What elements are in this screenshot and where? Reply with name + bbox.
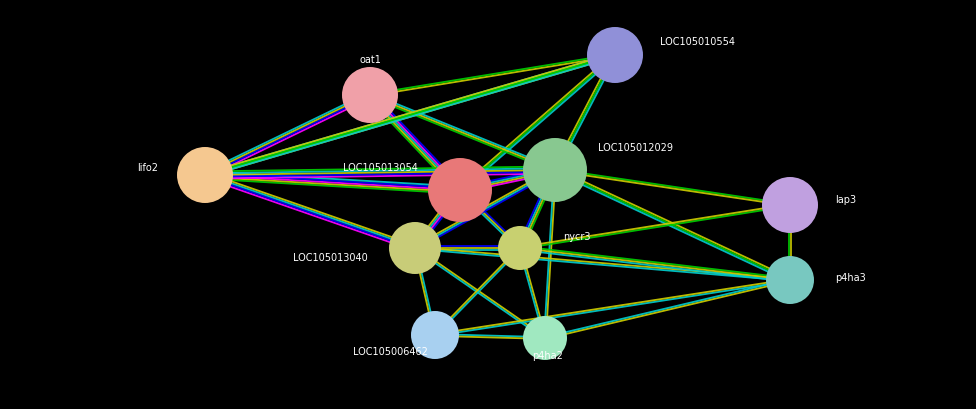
Text: LOC105012029: LOC105012029 [598, 143, 673, 153]
Text: LOC105010554: LOC105010554 [660, 37, 735, 47]
Text: lifo2: lifo2 [137, 163, 158, 173]
Text: lap3: lap3 [835, 195, 856, 205]
Text: LOC105013040: LOC105013040 [293, 253, 368, 263]
Text: p4ha2: p4ha2 [533, 351, 563, 361]
Text: LOC105006462: LOC105006462 [352, 347, 427, 357]
Circle shape [342, 67, 398, 123]
Circle shape [762, 177, 818, 233]
Circle shape [587, 27, 643, 83]
Circle shape [389, 222, 441, 274]
Circle shape [428, 158, 492, 222]
Circle shape [411, 311, 459, 359]
Circle shape [523, 138, 587, 202]
Text: oat1: oat1 [359, 55, 381, 65]
Circle shape [523, 316, 567, 360]
Circle shape [177, 147, 233, 203]
Circle shape [766, 256, 814, 304]
Text: nycr3: nycr3 [563, 232, 590, 242]
Circle shape [498, 226, 542, 270]
Text: LOC105013054: LOC105013054 [344, 163, 418, 173]
Text: p4ha3: p4ha3 [835, 273, 866, 283]
